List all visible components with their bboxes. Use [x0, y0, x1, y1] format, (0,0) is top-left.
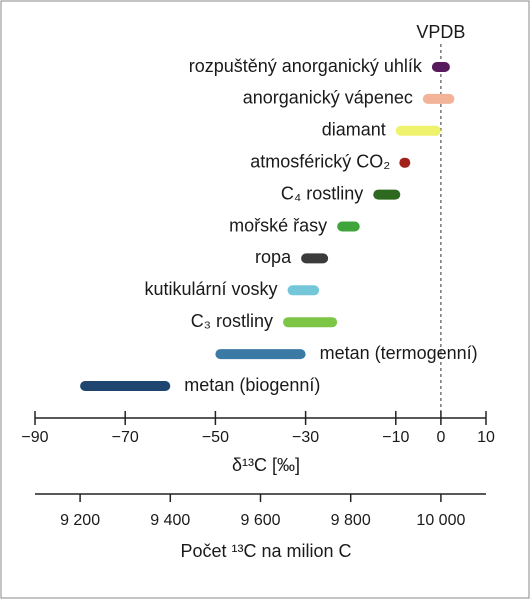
- x2-tick-label: 9 600: [240, 512, 280, 529]
- x-tick-label: −30: [292, 429, 319, 446]
- category-label: C₄ rostliny: [281, 183, 363, 203]
- category-label: kutikulární vosky: [144, 279, 277, 299]
- x2-tick-label: 9 800: [331, 512, 371, 529]
- reference-label: VPDB: [416, 22, 465, 42]
- x-tick-label: 10: [477, 429, 495, 446]
- x2-tick-label: 9 400: [150, 512, 190, 529]
- category-label: C₃ rostliny: [191, 311, 273, 331]
- x2-tick-label: 9 200: [60, 512, 100, 529]
- category-label: mořské řasy: [229, 215, 327, 235]
- x-tick-label: −50: [202, 429, 229, 446]
- category-label: atmosférický CO₂: [250, 151, 390, 171]
- category-label: ropa: [255, 247, 292, 267]
- x-tick-label: −70: [112, 429, 139, 446]
- x-tick-label: −10: [382, 429, 409, 446]
- category-label: metan (biogenní): [184, 375, 320, 395]
- x-axis-title: δ¹³C [‰]: [232, 455, 300, 475]
- x2-tick-label: 10 000: [416, 512, 465, 529]
- category-label: rozpuštěný anorganický uhlík: [189, 56, 423, 76]
- category-label: diamant: [322, 120, 386, 140]
- category-label: metan (termogenní): [320, 343, 478, 363]
- x-tick-label: 0: [436, 429, 445, 446]
- category-label: anorganický vápenec: [243, 88, 413, 108]
- x-tick-label: −90: [21, 429, 48, 446]
- x2-axis-title: Počet ¹³C na milion C: [180, 541, 351, 561]
